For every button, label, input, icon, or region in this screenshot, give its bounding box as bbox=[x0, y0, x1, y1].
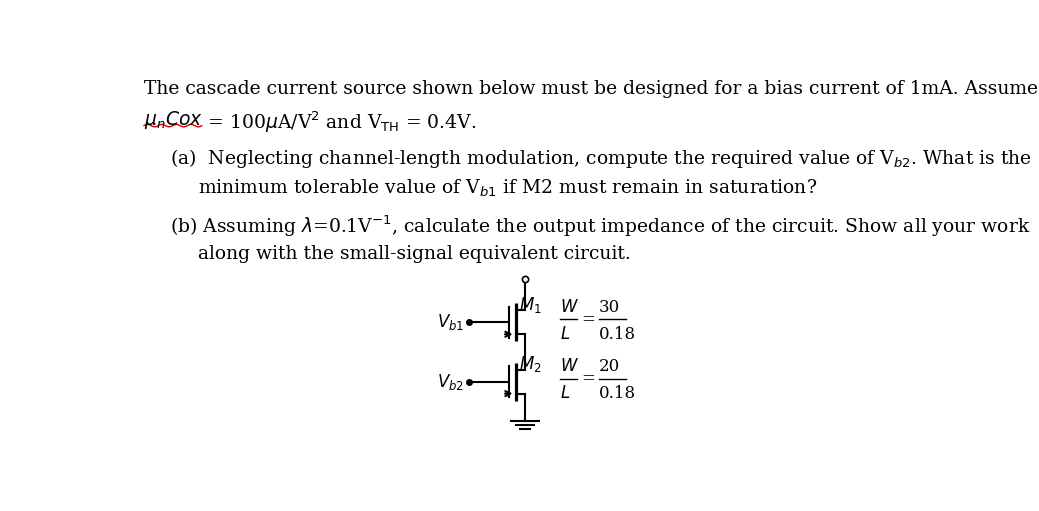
Text: minimum tolerable value of V$_{b1}$ if M2 must remain in saturation?: minimum tolerable value of V$_{b1}$ if M… bbox=[198, 178, 818, 199]
Text: $L$: $L$ bbox=[560, 385, 570, 403]
Text: $V_{b2}$: $V_{b2}$ bbox=[437, 371, 464, 391]
Text: $M_2$: $M_2$ bbox=[520, 354, 542, 374]
Text: (b) Assuming $\lambda$=0.1V$^{-1}$, calculate the output impedance of the circui: (b) Assuming $\lambda$=0.1V$^{-1}$, calc… bbox=[170, 213, 1031, 239]
Text: = 100$\mu$A/V$^2$ and V$_{\mathrm{TH}}$ = 0.4V.: = 100$\mu$A/V$^2$ and V$_{\mathrm{TH}}$ … bbox=[202, 109, 476, 134]
Text: $V_{b1}$: $V_{b1}$ bbox=[437, 312, 464, 332]
Text: The cascade current source shown below must be designed for a bias current of 1m: The cascade current source shown below m… bbox=[143, 80, 1038, 98]
Text: (a)  Neglecting channel-length modulation, compute the required value of V$_{b2}: (a) Neglecting channel-length modulation… bbox=[170, 147, 1032, 170]
Text: 20: 20 bbox=[598, 359, 620, 376]
Text: 0.18: 0.18 bbox=[598, 385, 636, 403]
Text: $M_1$: $M_1$ bbox=[520, 295, 542, 315]
Text: =: = bbox=[581, 370, 594, 387]
Text: along with the small-signal equivalent circuit.: along with the small-signal equivalent c… bbox=[198, 245, 631, 263]
Text: $W$: $W$ bbox=[560, 359, 579, 376]
Text: 30: 30 bbox=[598, 299, 620, 316]
Text: $L$: $L$ bbox=[560, 326, 570, 343]
Text: 0.18: 0.18 bbox=[598, 326, 636, 343]
Text: $\mu_n$$Cox$: $\mu_n$$Cox$ bbox=[143, 109, 203, 131]
Text: =: = bbox=[581, 311, 594, 328]
Text: $W$: $W$ bbox=[560, 299, 579, 316]
